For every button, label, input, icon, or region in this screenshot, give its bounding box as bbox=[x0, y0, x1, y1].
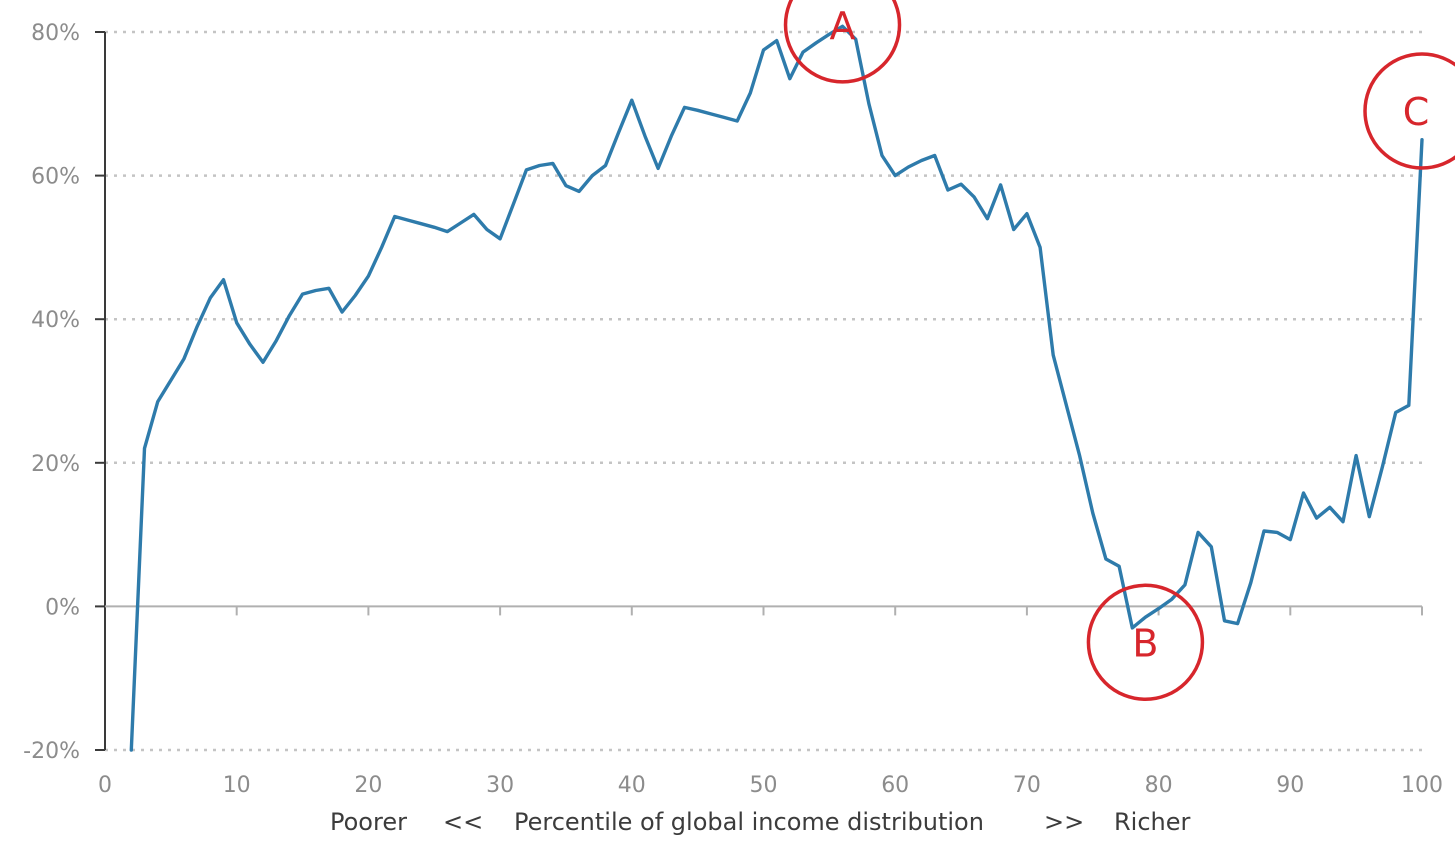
x-axis-right-label: Richer bbox=[1114, 808, 1191, 836]
x-tick-marks bbox=[235, 606, 1423, 616]
y-tick-label: 0% bbox=[45, 595, 80, 620]
x-axis-title: Poorer << Percentile of global income di… bbox=[330, 808, 1191, 836]
x-tick-label: 70 bbox=[1013, 773, 1041, 798]
annotation-label: B bbox=[1132, 621, 1158, 665]
x-axis-label: Percentile of global income distribution bbox=[514, 808, 984, 836]
annotation-label: C bbox=[1403, 90, 1430, 134]
x-tick-label: 80 bbox=[1145, 773, 1173, 798]
x-tick-label: 20 bbox=[354, 773, 382, 798]
y-tick-label: 60% bbox=[31, 165, 80, 190]
annotation-circle bbox=[783, 0, 902, 84]
y-tick-label: -20% bbox=[23, 739, 80, 764]
y-tick-label: 20% bbox=[31, 452, 80, 477]
x-axis-left-label: Poorer bbox=[330, 808, 407, 836]
x-tick-label: 10 bbox=[223, 773, 251, 798]
gridlines bbox=[95, 30, 1422, 752]
x-tick-label: 40 bbox=[618, 773, 646, 798]
annotation-circle bbox=[1363, 52, 1455, 170]
annotations: A B C bbox=[783, 0, 1455, 702]
x-tick-label: 0 bbox=[98, 773, 112, 798]
x-tick-label: 50 bbox=[750, 773, 778, 798]
annotation-label: A bbox=[830, 4, 856, 48]
x-tick-labels: 0 10 20 30 40 50 60 70 80 90 100 bbox=[98, 773, 1443, 798]
x-tick-label: 60 bbox=[881, 773, 909, 798]
annotation-circle bbox=[1086, 583, 1205, 702]
y-tick-label: 80% bbox=[31, 21, 80, 46]
x-tick-label: 90 bbox=[1276, 773, 1304, 798]
series-line bbox=[129, 24, 1424, 752]
x-axis-left-arrow: << bbox=[443, 808, 483, 836]
x-tick-label: 100 bbox=[1401, 773, 1443, 798]
y-tick-labels: 80% 60% 40% 20% 0% -20% bbox=[23, 21, 80, 764]
x-axis-right-arrow: >> bbox=[1044, 808, 1084, 836]
x-tick-label: 30 bbox=[486, 773, 514, 798]
y-tick-label: 40% bbox=[31, 308, 80, 333]
